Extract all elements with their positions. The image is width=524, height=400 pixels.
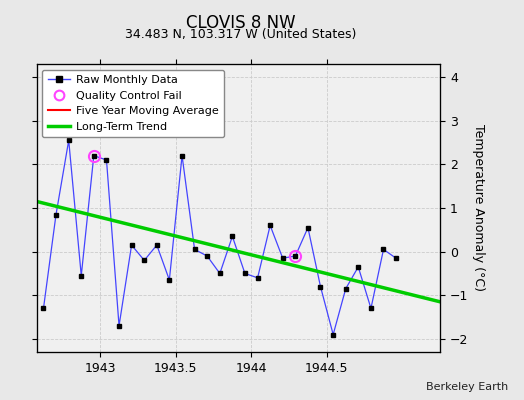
Text: CLOVIS 8 NW: CLOVIS 8 NW — [186, 14, 296, 32]
Legend: Raw Monthly Data, Quality Control Fail, Five Year Moving Average, Long-Term Tren: Raw Monthly Data, Quality Control Fail, … — [42, 70, 224, 137]
Y-axis label: Temperature Anomaly (°C): Temperature Anomaly (°C) — [472, 124, 485, 292]
Text: 34.483 N, 103.317 W (United States): 34.483 N, 103.317 W (United States) — [125, 28, 357, 41]
Text: Berkeley Earth: Berkeley Earth — [426, 382, 508, 392]
